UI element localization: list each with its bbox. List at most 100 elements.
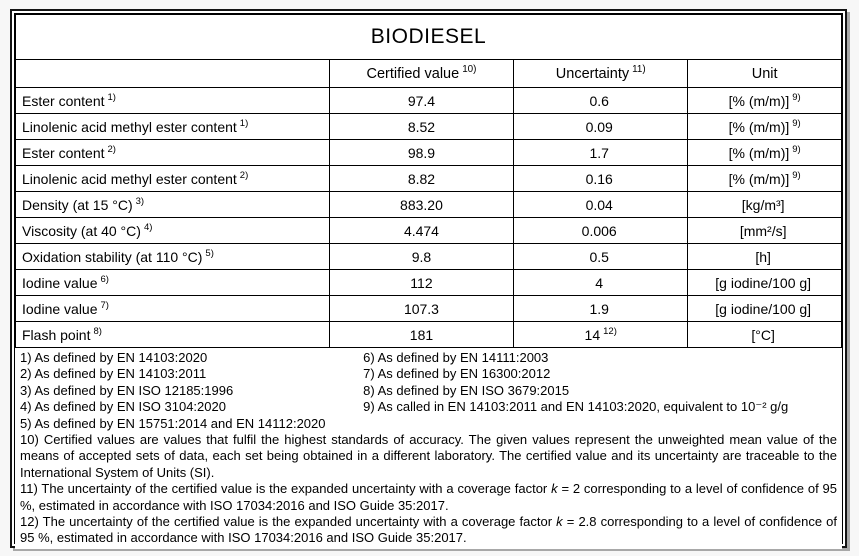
unit-label: [% (m/m)] bbox=[728, 170, 790, 187]
uncertainty-value: 0.6 bbox=[589, 92, 609, 109]
table-row: Iodine value 6) 112 4 [g iodine/100 g] bbox=[15, 269, 842, 296]
parameter-label: Ester content bbox=[22, 144, 105, 161]
footnote-11-coverage-factor-symbol: k bbox=[551, 481, 558, 497]
parameter-label: Iodine value bbox=[22, 300, 98, 317]
uncertainty-cell: 0.09 bbox=[513, 113, 689, 140]
parameter-cell: Ester content 1) bbox=[15, 87, 330, 114]
certified-value-cell: 97.4 bbox=[328, 87, 515, 114]
uncertainty-value: 0.04 bbox=[585, 196, 613, 213]
footnote-5: 5) As defined by EN 15751:2014 and EN 14… bbox=[20, 415, 326, 431]
footnote-column-left: 1) As defined by EN 14103:2020 2) As def… bbox=[20, 350, 363, 432]
uncertainty-cell: 0.6 bbox=[513, 87, 689, 114]
uncertainty-value: 1.9 bbox=[589, 300, 609, 317]
uncertainty-cell: 14 12) bbox=[513, 321, 689, 348]
footnote-definition-columns: 1) As defined by EN 14103:2020 2) As def… bbox=[20, 350, 837, 432]
certified-value-cell: 98.9 bbox=[328, 139, 515, 166]
parameter-footnote-marker: 7) bbox=[100, 299, 109, 311]
unit-label: [mm²/s] bbox=[739, 222, 787, 239]
page-title: BIODIESEL bbox=[15, 14, 842, 60]
parameter-footnote-marker: 3) bbox=[135, 195, 145, 207]
certified-value-cell: 8.52 bbox=[328, 113, 515, 140]
unit-cell: [% (m/m)] 9) bbox=[687, 87, 842, 114]
table-row: Iodine value 7) 107.3 1.9 [g iodine/100 g… bbox=[15, 295, 842, 322]
parameter-label: Ester content bbox=[22, 92, 105, 109]
footnote-12-text: 12) The uncertainty of the certified val… bbox=[20, 514, 557, 530]
certified-value-cell: 181 bbox=[328, 321, 515, 348]
uncertainty-cell: 0.16 bbox=[513, 165, 689, 192]
table-row: Oxidation stability (at 110 °C) 5) 9.8 0.… bbox=[15, 243, 842, 270]
unit-cell: [g iodine/100 g] bbox=[687, 269, 842, 296]
certified-value-cell: 883.20 bbox=[328, 191, 515, 218]
footnote-4: 4) As defined by EN ISO 3104:2020 bbox=[20, 399, 226, 415]
certified-values-table: BIODIESEL Certified value 10) Uncertainty… bbox=[15, 14, 842, 348]
footnote-12-text-continued: = 2.8 corresponding to a level of confid… bbox=[20, 514, 838, 546]
certified-value-cell: 112 bbox=[328, 269, 515, 296]
certificate-table-container: BIODIESEL Certified value 10) Uncertainty… bbox=[14, 13, 843, 549]
uncertainty-cell: 0.5 bbox=[513, 243, 689, 270]
table-row: Density (at 15 °C) 3) 883.20 0.04 [kg/m³] bbox=[15, 191, 842, 218]
unit-footnote-marker: 9) bbox=[792, 117, 801, 129]
uncertainty-value: 0.006 bbox=[581, 222, 617, 239]
parameter-cell: Ester content 2) bbox=[15, 139, 330, 166]
unit-cell: [h] bbox=[687, 243, 842, 270]
unit-cell: [kg/m³] bbox=[687, 191, 842, 218]
uncertainty-value: 14 bbox=[584, 326, 601, 343]
footnote-12: 12) The uncertainty of the certified val… bbox=[20, 514, 837, 547]
unit-footnote-marker: 9) bbox=[792, 143, 801, 155]
footnote-3: 3) As defined by EN ISO 12185:1996 bbox=[20, 382, 234, 398]
column-header-certified-value-label: Certified value bbox=[366, 65, 460, 82]
uncertainty-footnote-marker: 11) bbox=[632, 63, 646, 75]
unit-footnote-marker: 9) bbox=[792, 91, 801, 103]
certified-value-footnote-marker: 10) bbox=[462, 63, 477, 75]
parameter-footnote-marker: 1) bbox=[107, 91, 116, 103]
uncertainty-value: 0.09 bbox=[585, 118, 613, 135]
unit-cell: [mm²/s] bbox=[687, 217, 842, 244]
unit-label: [% (m/m)] bbox=[728, 144, 790, 161]
unit-label: [g iodine/100 g] bbox=[715, 274, 812, 291]
footnote-11: 11) The uncertainty of the certified val… bbox=[20, 481, 837, 514]
certified-value-cell: 4.474 bbox=[328, 217, 515, 244]
footnote-2: 2) As defined by EN 14103:2011 bbox=[20, 366, 207, 382]
column-header-uncertainty: Uncertainty 11) bbox=[513, 59, 689, 88]
parameter-label: Iodine value bbox=[22, 274, 98, 291]
table-row: Ester content 1) 97.4 0.6 [% (m/m)] 9) bbox=[15, 87, 842, 114]
column-header-certified-value: Certified value 10) bbox=[328, 59, 515, 88]
footnote-12-coverage-factor-symbol: k bbox=[556, 514, 563, 530]
parameter-cell: Linolenic acid methyl ester content 2) bbox=[15, 165, 330, 192]
parameter-cell: Oxidation stability (at 110 °C) 5) bbox=[15, 243, 330, 270]
column-header-unit: Unit bbox=[687, 59, 842, 88]
parameter-footnote-marker: 8) bbox=[93, 325, 102, 337]
unit-footnote-marker: 9) bbox=[792, 169, 801, 181]
parameter-label: Density (at 15 °C) bbox=[22, 196, 133, 213]
unit-label: [% (m/m)] bbox=[728, 92, 790, 109]
parameter-footnote-marker: 2) bbox=[107, 143, 116, 155]
footnote-11-text-continued: = 2 corresponding to a level of confiden… bbox=[20, 481, 837, 513]
parameter-label: Flash point bbox=[22, 326, 91, 343]
parameter-cell: Viscosity (at 40 °C) 4) bbox=[15, 217, 330, 244]
certified-value-cell: 107.3 bbox=[328, 295, 515, 322]
uncertainty-value-footnote-marker: 12) bbox=[603, 325, 617, 337]
parameter-cell: Density (at 15 °C) 3) bbox=[15, 191, 330, 218]
certified-value-cell: 8.82 bbox=[328, 165, 515, 192]
uncertainty-cell: 1.7 bbox=[513, 139, 689, 166]
footnote-8: 8) As defined by EN ISO 3679:2015 bbox=[363, 382, 570, 398]
unit-label: [°C] bbox=[751, 326, 775, 343]
unit-label: [g iodine/100 g] bbox=[715, 300, 812, 317]
parameter-cell: Flash point 8) bbox=[15, 321, 330, 348]
uncertainty-cell: 1.9 bbox=[513, 295, 689, 322]
uncertainty-cell: 4 bbox=[513, 269, 689, 296]
unit-cell: [% (m/m)] 9) bbox=[687, 113, 842, 140]
uncertainty-value: 0.16 bbox=[585, 170, 613, 187]
footnote-6: 6) As defined by EN 14111:2003 bbox=[363, 350, 549, 365]
unit-cell: [g iodine/100 g] bbox=[687, 295, 842, 322]
unit-label: [% (m/m)] bbox=[728, 118, 790, 135]
table-row: Linolenic acid methyl ester content 1) 8.… bbox=[15, 113, 842, 140]
document-frame: BIODIESEL Certified value 10) Uncertainty… bbox=[10, 9, 847, 549]
parameter-label: Viscosity (at 40 °C) bbox=[22, 222, 141, 239]
uncertainty-cell: 0.04 bbox=[513, 191, 689, 218]
column-header-parameter bbox=[15, 59, 330, 88]
parameter-footnote-marker: 2) bbox=[239, 169, 249, 181]
parameter-footnote-marker: 1) bbox=[239, 117, 249, 129]
uncertainty-value: 4 bbox=[595, 274, 604, 291]
footnotes-section: 1) As defined by EN 14103:2020 2) As def… bbox=[15, 348, 842, 549]
